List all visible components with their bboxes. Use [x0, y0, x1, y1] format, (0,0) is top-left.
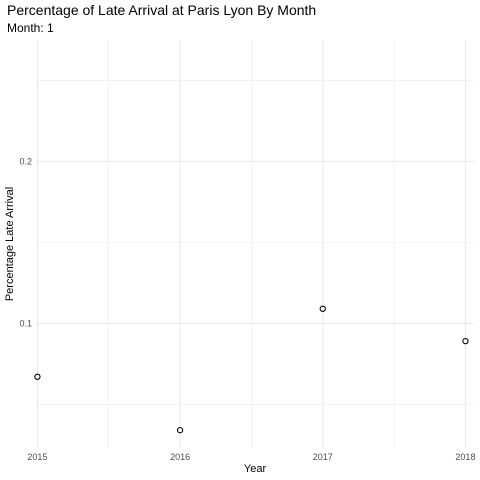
x-tick-label: 2018: [455, 452, 475, 462]
data-point: [176, 427, 184, 434]
data-point: [34, 373, 41, 380]
data-points: [34, 305, 469, 434]
chart-subtitle: Month: 1: [7, 21, 54, 35]
x-axis-title: Year: [244, 463, 267, 475]
y-tick-label: 0.1: [19, 318, 32, 328]
x-tick-label: 2016: [170, 452, 190, 462]
x-tick-label: 2017: [313, 452, 333, 462]
data-point: [462, 337, 469, 345]
tick-labels: 2015 2016 2017 2018 0.1 0.2: [19, 156, 475, 462]
chart-title: Percentage of Late Arrival at Paris Lyon…: [7, 2, 317, 18]
gridlines: [36, 40, 474, 448]
y-tick-label: 0.2: [19, 156, 32, 166]
y-axis-title: Percentage Late Arrival: [4, 187, 16, 301]
data-point: [319, 305, 326, 312]
x-tick-label: 2015: [27, 452, 47, 462]
